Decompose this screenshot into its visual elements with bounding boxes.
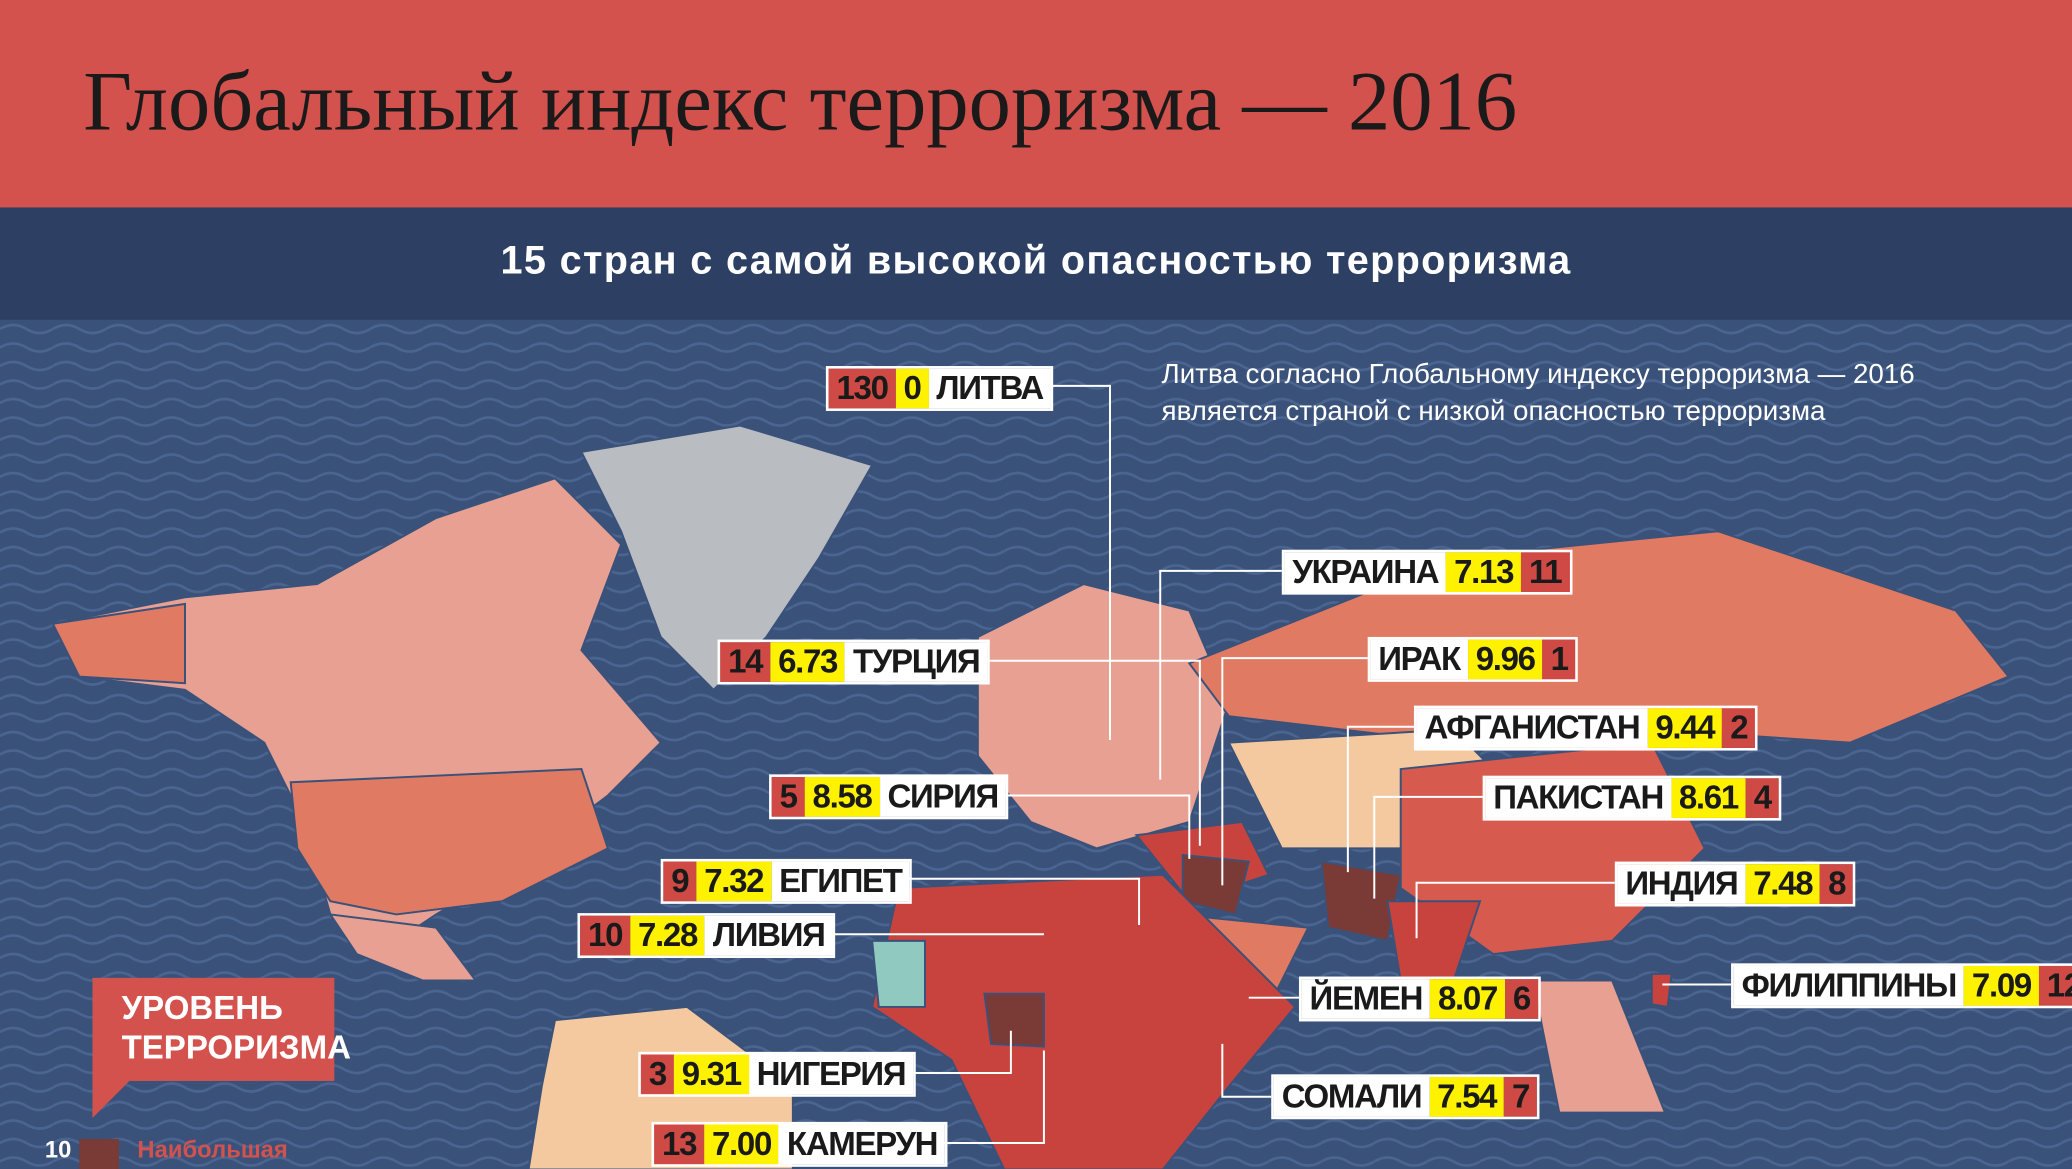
africa: [871, 873, 1297, 1169]
rank: 14: [720, 642, 771, 682]
country-name: ТУРЦИЯ: [845, 642, 988, 682]
country-label: ИРАК 9.96 1: [1367, 636, 1579, 682]
score: 7.13: [1446, 552, 1522, 593]
country-name: ЛИТВА: [928, 368, 1051, 409]
score: 9.96: [1467, 639, 1543, 680]
rank: 10: [580, 915, 631, 956]
rank: 1: [1542, 639, 1576, 680]
rank: 4: [1745, 778, 1779, 818]
country-label: АФГАНИСТАН 9.44 2: [1413, 705, 1758, 751]
country-name: ФИЛИППИНЫ: [1733, 965, 1964, 1006]
rank: 6: [1504, 979, 1538, 1019]
nigeria: [983, 992, 1045, 1048]
country-label: ПАКИСТАН 8.61 4: [1482, 775, 1782, 821]
philippines: [1650, 972, 1673, 1009]
west-africa: [871, 939, 926, 1008]
score: 6.73: [770, 642, 846, 682]
leader-line: [1373, 795, 1483, 899]
score: 7.00: [704, 1124, 779, 1165]
rank: 7: [1504, 1076, 1538, 1117]
mexico: [328, 913, 478, 982]
score: 7.48: [1745, 864, 1821, 904]
country-label: 14 6.73 ТУРЦИЯ: [717, 639, 990, 685]
subtitle-bar: 15 стран с самой высокой опасностью терр…: [0, 207, 2072, 320]
legend-title: УРОВЕНЬ ТЕРРОРИЗМА: [92, 977, 351, 1081]
header: Глобальный индекс терроризма — 2016: [0, 0, 2072, 208]
rank: 130: [828, 368, 896, 409]
country-label: 10 7.28 ЛИВИЯ: [577, 913, 836, 959]
country-name: ИРАК: [1370, 639, 1468, 680]
country-label: ИНДИЯ 7.48 8: [1614, 861, 1856, 907]
legend-scale-label: Наибольшая: [137, 1136, 288, 1163]
country-label: 3 9.31 НИГЕРИЯ: [638, 1051, 916, 1097]
rank: 3: [640, 1054, 674, 1095]
score: 8.61: [1670, 778, 1746, 818]
score: 7.09: [1963, 965, 2039, 1006]
country-label: 5 8.58 СИРИЯ: [769, 774, 1009, 820]
rank: 2: [1722, 708, 1756, 748]
country-name: НИГЕРИЯ: [748, 1054, 914, 1095]
leader-line: [1221, 657, 1368, 886]
score: 8.07: [1430, 979, 1505, 1019]
score: 7.32: [696, 861, 772, 902]
score: 7.54: [1429, 1076, 1505, 1117]
country-name: ЙЕМЕН: [1301, 979, 1431, 1019]
score: 0: [895, 368, 929, 409]
leader-line: [1159, 569, 1282, 780]
rank: 8: [1820, 864, 1854, 904]
legend-swatch: [79, 1139, 119, 1169]
country-label: 9 7.32 ЕГИПЕТ: [660, 858, 913, 904]
score: 9.31: [673, 1054, 749, 1095]
score: 8.58: [804, 777, 880, 817]
leader-line: [1221, 1043, 1272, 1098]
iraq-syria: [1181, 853, 1250, 916]
country-name: ИНДИЯ: [1617, 864, 1746, 904]
score: 7.28: [630, 915, 705, 956]
note-line: Литва согласно Глобальному индексу терро…: [1161, 359, 1915, 390]
legend-line: УРОВЕНЬ: [121, 989, 283, 1027]
legend-tail: [92, 1078, 133, 1118]
legend-line: ТЕРРОРИЗМА: [121, 1029, 351, 1067]
rank: 13: [654, 1124, 705, 1165]
legend-scale-value: 10: [44, 1136, 72, 1163]
country-label: СОМАЛИ 7.54 7: [1271, 1074, 1540, 1120]
greenland: [579, 424, 874, 692]
score: 9.44: [1647, 708, 1723, 748]
title: Глобальный индекс терроризма — 2016: [83, 54, 1518, 149]
country-name: СИРИЯ: [879, 777, 1006, 817]
usa: [289, 768, 610, 916]
country-name: АФГАНИСТАН: [1416, 708, 1648, 748]
leader-line: [898, 877, 1141, 926]
country-name: ПАКИСТАН: [1485, 778, 1671, 818]
country-label: ЙЕМЕН 8.07 6: [1298, 976, 1541, 1022]
leader-line: [958, 659, 1201, 846]
leader-line: [898, 1030, 1012, 1074]
country-label: УКРАИНА 7.13 11: [1281, 549, 1572, 595]
country-name: ЛИВИЯ: [704, 915, 833, 956]
subtitle: 15 стран с самой высокой опасностью терр…: [500, 239, 1572, 283]
southeast-asia: [1531, 979, 1667, 1114]
country-label: 13 7.00 КАМЕРУН: [651, 1121, 948, 1167]
country-label: 130 0 ЛИТВА: [825, 366, 1054, 411]
rank: 12: [2038, 965, 2072, 1006]
rank: 5: [771, 777, 805, 817]
country-name: КАМЕРУН: [778, 1124, 946, 1165]
leader-line: [938, 1050, 1045, 1145]
country-name: ЕГИПЕТ: [771, 861, 910, 902]
rank: 9: [663, 861, 697, 902]
leader-line: [1346, 725, 1414, 873]
leader-line: [997, 794, 1191, 859]
alaska: [51, 602, 186, 685]
country-name: УКРАИНА: [1284, 552, 1447, 593]
rank: 11: [1521, 552, 1570, 593]
country-name: СОМАЛИ: [1273, 1076, 1430, 1117]
note-line: является страной с низкой опасностью тер…: [1161, 396, 1826, 427]
leader-line: [1047, 384, 1111, 741]
leader-line: [1415, 881, 1615, 939]
